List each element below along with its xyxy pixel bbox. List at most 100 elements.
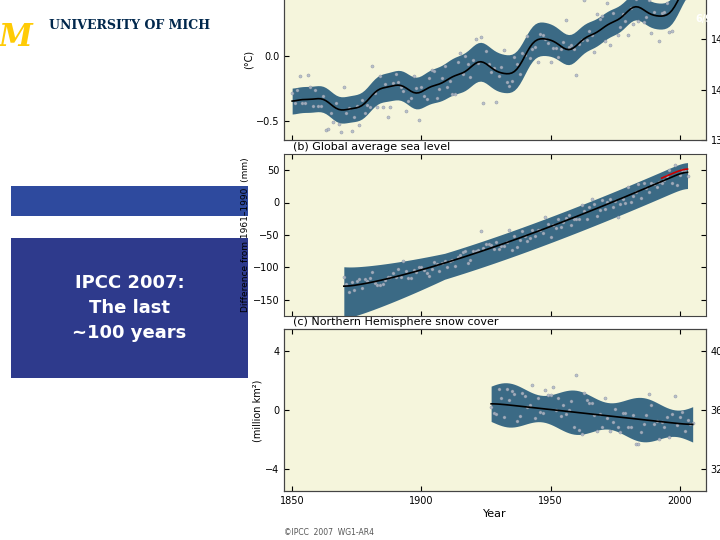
Point xyxy=(615,427,626,436)
Point xyxy=(542,220,554,228)
Point xyxy=(490,238,502,247)
Point xyxy=(630,0,642,4)
Point xyxy=(449,261,461,270)
Point xyxy=(555,412,567,421)
Point xyxy=(454,49,466,57)
Point xyxy=(516,227,528,235)
Point xyxy=(483,60,495,69)
Point xyxy=(436,259,448,267)
Point xyxy=(651,183,662,191)
Point xyxy=(617,409,629,417)
Point xyxy=(643,0,654,5)
Point xyxy=(640,410,652,419)
Point xyxy=(348,286,360,295)
Point xyxy=(573,214,585,223)
Point xyxy=(384,103,396,111)
Point xyxy=(643,188,654,197)
Point xyxy=(620,17,631,26)
Point xyxy=(490,410,502,418)
Point xyxy=(428,67,440,76)
Point xyxy=(568,44,580,53)
Point xyxy=(594,205,606,214)
Point xyxy=(656,9,667,17)
Point xyxy=(628,19,639,28)
Point xyxy=(307,102,318,111)
Point xyxy=(390,272,401,281)
Point xyxy=(633,440,644,448)
Point xyxy=(661,171,672,180)
Point xyxy=(475,33,487,42)
Point xyxy=(397,256,409,265)
Point xyxy=(653,435,665,443)
Point xyxy=(622,183,634,192)
Point xyxy=(392,264,404,273)
Point xyxy=(594,15,606,23)
Point xyxy=(552,215,564,224)
Point xyxy=(586,195,598,204)
Point xyxy=(402,97,414,105)
Point xyxy=(446,90,458,98)
Point xyxy=(633,179,644,188)
Point xyxy=(495,241,507,250)
Point xyxy=(315,102,326,110)
Point xyxy=(534,408,546,416)
Point xyxy=(441,83,453,92)
Point xyxy=(493,245,505,254)
Point xyxy=(558,218,570,226)
Point xyxy=(625,198,636,206)
Point xyxy=(379,275,391,284)
Point xyxy=(672,181,683,190)
Point xyxy=(679,0,690,2)
Point xyxy=(664,433,675,442)
Point xyxy=(488,408,500,417)
Point xyxy=(493,385,505,394)
Point xyxy=(581,215,593,224)
Point xyxy=(594,409,606,418)
Point xyxy=(532,226,544,234)
Point xyxy=(622,423,634,431)
Point xyxy=(508,232,520,241)
Point xyxy=(537,408,549,417)
Point xyxy=(446,256,458,265)
Point xyxy=(400,106,412,115)
Point xyxy=(457,70,469,78)
Point xyxy=(470,35,482,44)
Point xyxy=(679,167,690,176)
Point xyxy=(384,272,396,281)
Point xyxy=(607,418,618,427)
Point xyxy=(405,274,417,282)
Point xyxy=(470,246,482,255)
Point xyxy=(638,419,649,428)
Point xyxy=(628,191,639,200)
Point xyxy=(539,35,551,43)
Point xyxy=(415,263,427,272)
Point xyxy=(542,390,554,399)
Point xyxy=(604,195,616,204)
Point xyxy=(602,414,613,423)
Point xyxy=(643,390,654,399)
Point xyxy=(418,92,430,101)
Point xyxy=(576,36,588,44)
Point xyxy=(472,245,484,254)
Point xyxy=(622,31,634,39)
Point xyxy=(441,262,453,271)
Point xyxy=(485,240,497,249)
Point xyxy=(615,23,626,31)
Point xyxy=(325,109,337,118)
Point xyxy=(547,382,559,391)
Text: UNIVERSITY OF MICH: UNIVERSITY OF MICH xyxy=(49,19,210,32)
Point xyxy=(480,46,492,55)
Point xyxy=(527,381,539,389)
Point xyxy=(333,119,344,128)
Point xyxy=(364,274,375,283)
Point xyxy=(488,245,500,253)
Point xyxy=(420,268,432,277)
Point xyxy=(410,268,422,277)
Point xyxy=(356,284,368,293)
Point xyxy=(524,401,536,409)
Point xyxy=(506,77,518,85)
Point xyxy=(542,39,554,48)
Point xyxy=(599,37,611,45)
Point xyxy=(516,49,528,58)
Point xyxy=(578,0,590,5)
